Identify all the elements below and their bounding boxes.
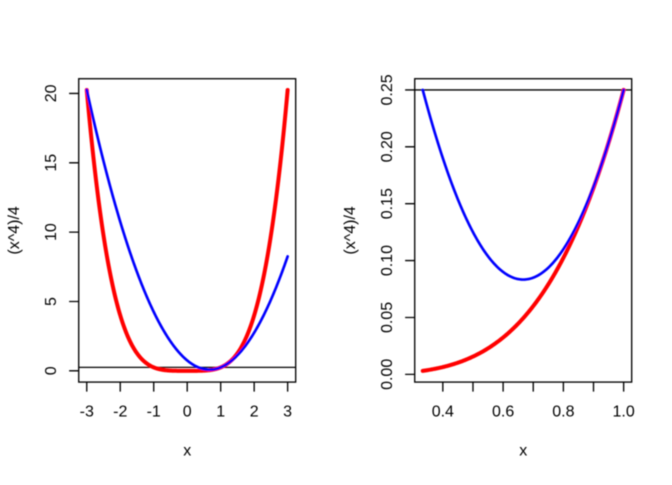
svg-text:-2: -2	[113, 404, 127, 421]
svg-text:0: 0	[183, 404, 192, 421]
svg-text:0: 0	[43, 366, 60, 375]
svg-text:x: x	[519, 443, 527, 460]
svg-text:5: 5	[43, 297, 60, 306]
svg-text:(x^4)/4: (x^4)/4	[342, 206, 359, 255]
svg-text:0.4: 0.4	[432, 404, 454, 421]
svg-text:x: x	[183, 443, 191, 460]
svg-text:1: 1	[216, 404, 225, 421]
svg-text:0.25: 0.25	[379, 74, 396, 105]
svg-text:10: 10	[43, 223, 60, 241]
svg-text:0.20: 0.20	[379, 131, 396, 162]
svg-text:0.00: 0.00	[379, 359, 396, 390]
svg-text:0.10: 0.10	[379, 245, 396, 276]
svg-text:-1: -1	[147, 404, 161, 421]
svg-text:15: 15	[43, 154, 60, 172]
svg-text:0.8: 0.8	[552, 404, 574, 421]
svg-text:2: 2	[250, 404, 259, 421]
svg-text:0.05: 0.05	[379, 302, 396, 333]
svg-text:20: 20	[43, 84, 60, 102]
svg-text:(x^4)/4: (x^4)/4	[6, 206, 23, 255]
svg-text:0.6: 0.6	[492, 404, 514, 421]
svg-text:1.0: 1.0	[613, 404, 635, 421]
svg-text:-3: -3	[80, 404, 94, 421]
svg-text:3: 3	[283, 404, 292, 421]
svg-text:0.15: 0.15	[379, 188, 396, 219]
